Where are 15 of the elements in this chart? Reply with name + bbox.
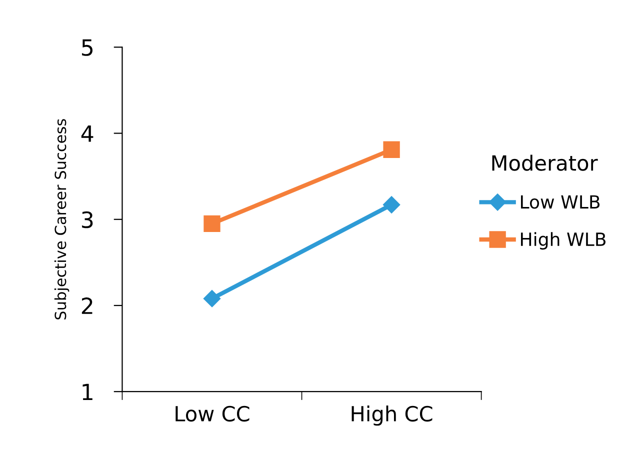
x-tick-label: High CC xyxy=(352,405,432,426)
legend-label: Low WLB xyxy=(521,195,600,209)
y-axis-title: Subjective Career Success xyxy=(54,119,70,320)
point xyxy=(203,290,221,308)
y-tick-label: 4 xyxy=(81,126,94,142)
y-tick-label: 5 xyxy=(82,39,92,56)
legend-label: High WLB xyxy=(521,232,606,250)
y-tick-label: 3 xyxy=(82,211,93,228)
x-tick-label: Low CC xyxy=(176,406,250,422)
y-tick-label: 1 xyxy=(82,384,92,400)
legend-title: Moderator xyxy=(492,154,598,171)
point xyxy=(383,141,400,158)
point xyxy=(204,215,220,232)
point xyxy=(382,196,400,214)
y-tick-label: 2 xyxy=(82,297,92,314)
